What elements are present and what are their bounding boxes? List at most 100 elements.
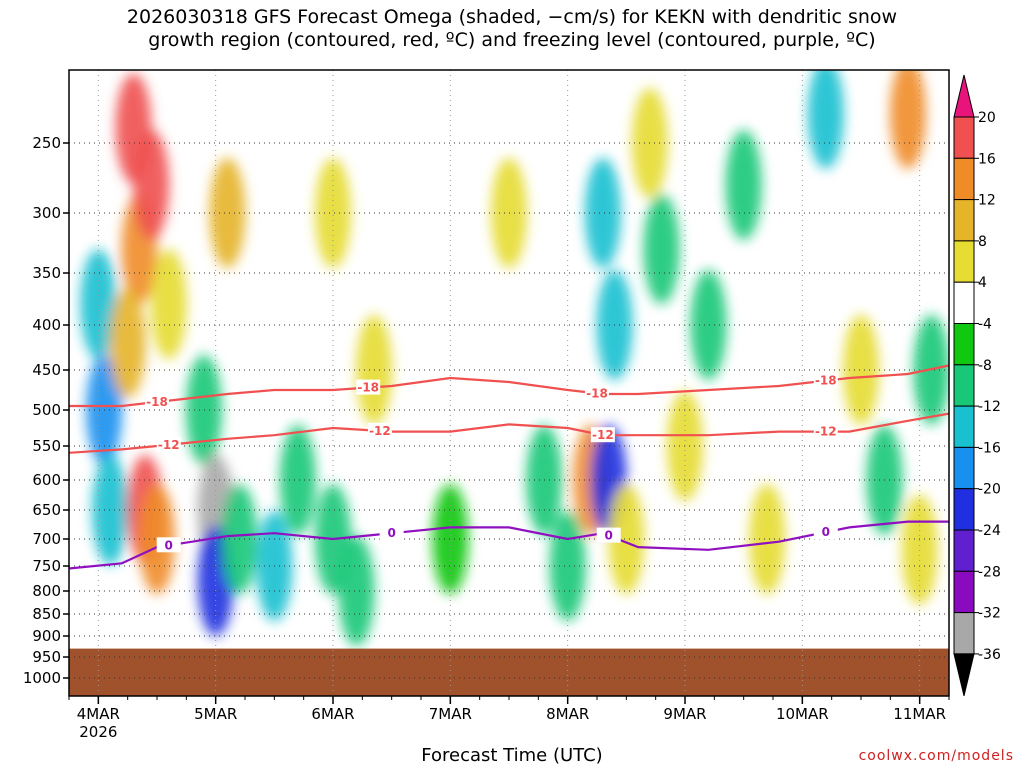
grid (69, 70, 949, 696)
y-tick-label: 400 (32, 316, 61, 334)
x-axis-label: Forecast Time (UTC) (421, 745, 603, 766)
omega-cell (209, 158, 246, 268)
colorbar-segment (953, 364, 975, 407)
colorbar-tick-label: 12 (978, 193, 996, 209)
omega-cell (185, 355, 222, 465)
y-tick-label: 500 (32, 401, 61, 419)
colorbar-top-arrow (953, 74, 975, 118)
x-tick-label: 10MAR (776, 705, 829, 723)
colorbar-segment (953, 240, 975, 283)
y-tick-label: 900 (32, 627, 61, 645)
contour-label: 0 (165, 538, 173, 552)
colorbar-tick-label: 16 (978, 151, 996, 167)
omega-cell (338, 536, 375, 646)
contour-label-bg (156, 537, 181, 553)
chart-title-line1: 2026030318 GFS Forecast Omega (shaded, −… (126, 6, 898, 28)
x-tick-label: 8MAR (546, 705, 589, 723)
omega-cell (690, 270, 727, 380)
omega-cell (279, 425, 316, 535)
contour-label-bg (367, 422, 392, 438)
omega-cell (150, 249, 187, 360)
colorbar-tick-label: -16 (978, 440, 1001, 456)
colorbar-tick-label: -36 (978, 647, 1001, 663)
omega-blobs (80, 70, 949, 646)
y-tick-label: 800 (32, 582, 61, 600)
contour-label: -12 (815, 425, 837, 439)
omega-cell (109, 288, 146, 398)
y-tick-label: 550 (32, 437, 61, 455)
contour-label: -18 (815, 374, 837, 388)
omega-cell (315, 158, 351, 268)
y-axis: 250 300 350 400 450 500 550 600 650 700 750 800 850 9… (23, 134, 69, 687)
omega-cell (133, 130, 170, 240)
omega-cell (725, 130, 762, 240)
contour-label-bg (585, 385, 609, 401)
contour-label: -18 (357, 381, 379, 395)
omega-cell (608, 484, 645, 594)
y-tick-label: 450 (32, 361, 61, 379)
contour-line (69, 520, 949, 570)
contour-label-bg (590, 427, 615, 443)
y-tick-label: 750 (32, 557, 61, 575)
chart-title-line2: growth region (contoured, red, ºC) and f… (148, 29, 876, 51)
omega-cell (749, 484, 786, 594)
contour-label-bg (145, 394, 169, 409)
contour-label: -12 (592, 428, 614, 442)
x-tick-label: 6MAR (311, 705, 354, 723)
ground-layer (69, 648, 949, 696)
omega-cell (643, 194, 680, 304)
y-tick-label: 600 (32, 471, 61, 489)
y-tick-label: 850 (32, 605, 61, 623)
contour-line (69, 412, 949, 454)
omega-cell (901, 494, 938, 605)
omega-shading (80, 70, 949, 646)
contour-label: 0 (605, 529, 613, 543)
colorbar-tick-label: -32 (978, 606, 1001, 622)
y-tick-label: 300 (32, 204, 61, 222)
omega-cell (807, 70, 844, 169)
contour-label: -12 (369, 424, 391, 438)
y-tick-label: 350 (32, 264, 61, 282)
colorbar-tick-label: 8 (978, 234, 987, 250)
colorbar-segment (953, 157, 975, 201)
x-tick-label: 5MAR (194, 705, 237, 723)
x-tick-label: 4MAR (77, 705, 120, 723)
contour-label: -18 (146, 395, 168, 409)
omega-cell (92, 455, 129, 565)
contour-label-bg (813, 524, 838, 540)
colorbar-tick-label: -4 (978, 317, 992, 333)
colorbar-segment (953, 529, 975, 572)
colorbar-tick-label: -28 (978, 564, 1001, 580)
colorbar-segment (953, 405, 975, 448)
colorbar-segment (953, 570, 975, 614)
contour-line (69, 364, 949, 408)
colorbar-segment (953, 323, 975, 366)
colorbar-tick-label: -24 (978, 523, 1001, 539)
colorbar-tick-label: -20 (978, 482, 1001, 498)
colorbar-tick-label: 20 (978, 110, 996, 126)
colorbar-bottom-arrow (953, 653, 975, 697)
y-tick-label: 700 (32, 530, 61, 548)
x-tick-label: 7MAR (429, 705, 472, 723)
colorbar-segment (953, 116, 975, 159)
site-credit: coolwx.com/models (858, 748, 1014, 764)
colorbar: 20 16 12 8 4 -4 -8 -12 -16 -20 -24 -28 -32 -36 (953, 74, 1001, 697)
contour-label: -12 (158, 438, 180, 452)
omega-cell (889, 70, 926, 169)
colorbar-tick-label: -12 (978, 399, 1001, 415)
ground-surface (69, 648, 949, 696)
x-year-label: 2026 (79, 723, 117, 741)
colorbar-segment (953, 612, 975, 655)
omega-cell (584, 158, 621, 268)
omega-cell (843, 315, 879, 425)
colorbar-segment (953, 199, 975, 242)
y-tick-label: 250 (32, 134, 61, 152)
contour-label-bg (356, 379, 381, 395)
contour-label-bg (813, 423, 838, 439)
colorbar-tick-label: -8 (978, 358, 992, 374)
contour-label-bg (596, 527, 621, 543)
x-tick-label: 9MAR (663, 705, 706, 723)
omega-cell (80, 249, 117, 360)
contour-label: 0 (822, 525, 830, 539)
